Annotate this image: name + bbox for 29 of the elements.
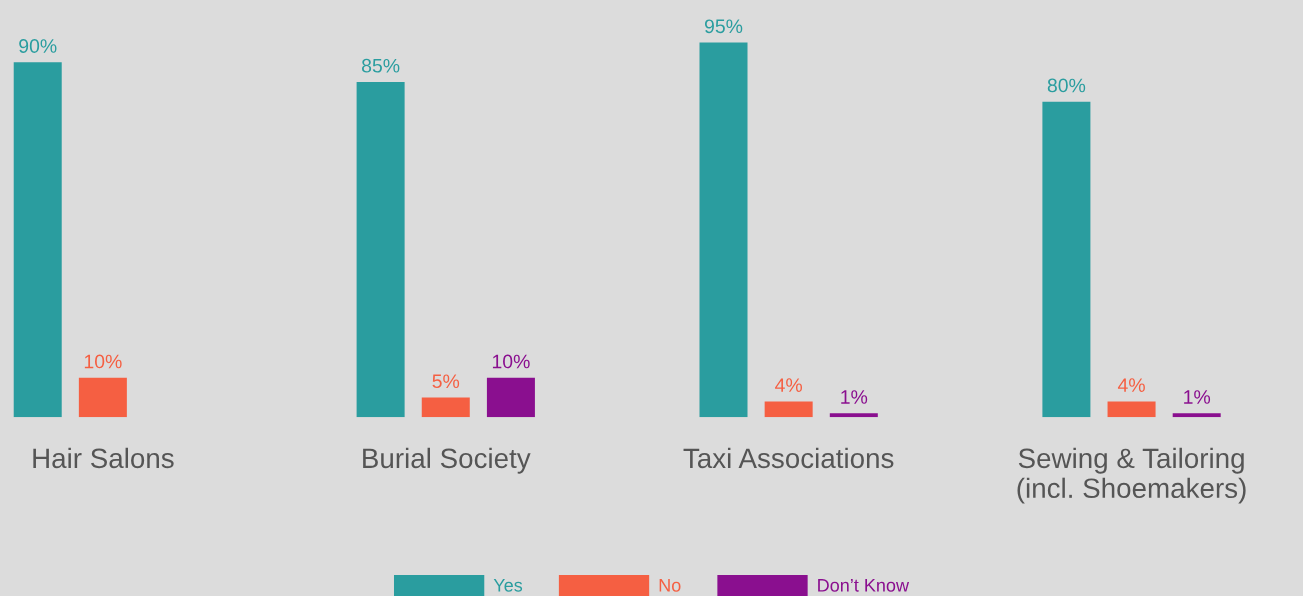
- data-label: 5%: [432, 374, 460, 389]
- x-tick-label: Burial Society: [363, 447, 531, 474]
- data-label: 1%: [841, 390, 868, 404]
- data-label: 85%: [362, 58, 400, 73]
- bar: [356, 82, 405, 418]
- data-label: 10%: [492, 354, 530, 369]
- data-label: 80%: [1047, 78, 1086, 93]
- x-tick-label: Hair Salons: [33, 447, 174, 469]
- bar: [764, 401, 813, 418]
- data-label: 10%: [84, 354, 122, 369]
- bar: [421, 397, 470, 418]
- bar: [78, 377, 127, 418]
- bar: [1172, 413, 1221, 418]
- bar: [699, 42, 748, 418]
- legend-label: Don’t Know: [818, 579, 910, 592]
- x-tick-label: Sewing & Tailoring (incl. Shoemakers): [1017, 447, 1246, 504]
- legend-label: Yes: [493, 579, 523, 592]
- legend-label: No: [659, 579, 681, 592]
- bar: [1107, 401, 1156, 418]
- bar: [1042, 101, 1091, 418]
- x-tick-label: Taxi Associations: [683, 447, 894, 469]
- data-label: 4%: [1117, 378, 1145, 392]
- data-label: 1%: [1184, 390, 1211, 404]
- data-label: 90%: [19, 39, 57, 53]
- data-label: 4%: [775, 378, 803, 392]
- data-label: 95%: [704, 19, 743, 34]
- bar: [486, 377, 535, 418]
- bar: [13, 62, 62, 418]
- bar: [829, 413, 878, 418]
